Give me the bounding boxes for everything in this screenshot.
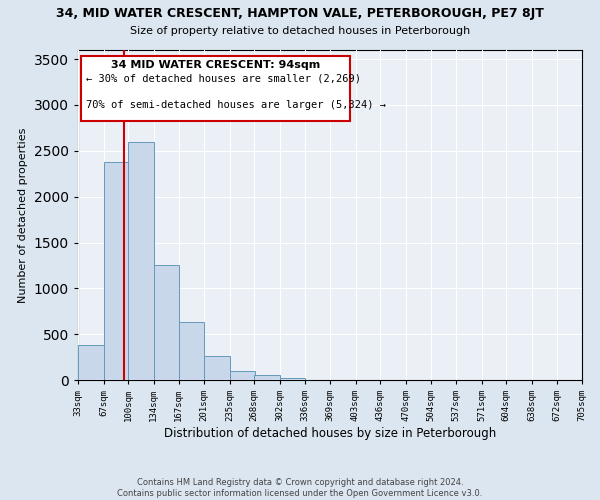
Bar [78,345,104,380]
Y-axis label: Number of detached properties: Number of detached properties [18,128,28,302]
Text: 70% of semi-detached houses are larger (5,324) →: 70% of semi-detached houses are larger (… [86,100,386,110]
Text: Contains HM Land Registry data © Crown copyright and database right 2024.
Contai: Contains HM Land Registry data © Crown c… [118,478,482,498]
Text: Size of property relative to detached houses in Peterborough: Size of property relative to detached ho… [130,26,470,36]
Text: 34 MID WATER CRESCENT: 94sqm: 34 MID WATER CRESCENT: 94sqm [110,60,320,70]
Bar [104,162,129,380]
X-axis label: Distribution of detached houses by size in Peterborough: Distribution of detached houses by size … [164,427,496,440]
Bar [128,142,154,380]
FancyBboxPatch shape [81,56,349,120]
Bar [254,375,280,380]
Text: 34, MID WATER CRESCENT, HAMPTON VALE, PETERBOROUGH, PE7 8JT: 34, MID WATER CRESCENT, HAMPTON VALE, PE… [56,8,544,20]
Bar [179,322,204,380]
Bar [229,371,255,380]
Bar [154,266,179,380]
Bar [280,378,305,380]
Text: ← 30% of detached houses are smaller (2,269): ← 30% of detached houses are smaller (2,… [86,74,361,84]
Bar [204,356,229,380]
